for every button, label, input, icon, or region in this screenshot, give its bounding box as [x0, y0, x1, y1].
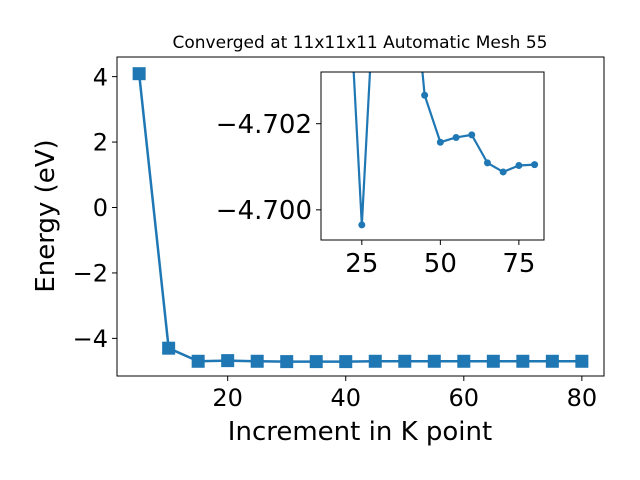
inset-axes-frame — [320, 71, 545, 241]
main-data-point — [368, 354, 382, 368]
main-x-tick-label: 40 — [330, 384, 361, 412]
main-y-tick-label: 4 — [93, 63, 108, 91]
inset-y-tick-label: −4.700 — [216, 196, 312, 226]
inset-x-tick-label: 75 — [502, 249, 535, 279]
inset-plot: 25 50 75 −4.702 −4.700 — [216, 71, 545, 279]
inset-y-tick-label: −4.702 — [216, 110, 312, 140]
main-x-tick-label: 60 — [449, 384, 480, 412]
inset-x-tick-label: 50 — [424, 249, 457, 279]
main-series — [132, 67, 589, 369]
main-data-point — [516, 354, 530, 368]
inset-data-point — [436, 138, 444, 146]
inset-data-point — [515, 161, 523, 169]
main-data-point — [575, 354, 589, 368]
main-data-point — [132, 67, 146, 81]
main-x-tick-label: 80 — [567, 384, 598, 412]
x-axis-label: Increment in K point — [228, 417, 492, 447]
main-data-point — [457, 354, 471, 368]
main-data-point — [339, 355, 353, 369]
inset-data-point — [468, 131, 476, 139]
y-axis-label: Energy (eV) — [31, 139, 61, 292]
main-data-point — [309, 355, 323, 369]
main-y-tick-label: −4 — [73, 325, 108, 353]
main-data-point — [427, 354, 441, 368]
main-data-point — [250, 354, 264, 368]
main-data-point — [221, 354, 235, 368]
main-data-point — [398, 354, 412, 368]
inset-data-point — [421, 91, 429, 99]
main-data-point — [280, 355, 294, 369]
chart-title: Converged at 11x11x11 Automatic Mesh 55 — [173, 33, 548, 53]
inset-x-tick-label: 25 — [345, 249, 378, 279]
inset-data-point — [452, 133, 460, 141]
inset-data-point — [358, 221, 366, 229]
main-y-tick-label: 0 — [93, 194, 108, 222]
inset-series — [352, 72, 539, 229]
main-x-tick-label: 20 — [212, 384, 243, 412]
main-data-point — [162, 341, 176, 355]
inset-data-point — [499, 168, 507, 176]
main-axes-frame — [116, 56, 605, 377]
main-data-point — [545, 354, 559, 368]
main-data-point — [191, 354, 205, 368]
main-y-tick-label: 2 — [93, 129, 108, 157]
inset-data-point — [483, 159, 491, 167]
inset-data-point — [531, 161, 539, 169]
main-plot: 20 40 60 80 −4 −2 0 2 4 — [73, 56, 605, 412]
main-y-tick-label: −2 — [73, 260, 108, 288]
main-series-line — [137, 73, 582, 363]
main-data-point — [486, 354, 500, 368]
